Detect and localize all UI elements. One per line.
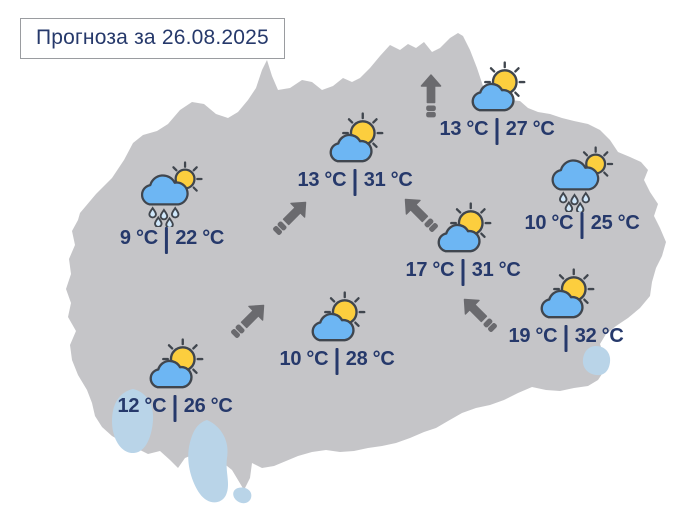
temp-high: 26 °C	[183, 395, 233, 417]
temp-high: 31 °C	[363, 169, 413, 191]
station-southwest: 12 °C 26 °C	[117, 338, 233, 422]
temp-divider	[173, 395, 177, 422]
temp-divider	[335, 348, 339, 375]
station-central-east: 17 °C 31 °C	[405, 202, 521, 286]
partly-cloudy-icon	[326, 112, 384, 165]
temp-divider	[580, 212, 584, 239]
station-south-central: 10 °C 28 °C	[279, 291, 395, 375]
temp-high: 28 °C	[345, 348, 395, 370]
temp-divider	[461, 259, 465, 286]
temp-low: 9 °C	[119, 227, 158, 249]
temperature-range: 13 °C 31 °C	[297, 167, 413, 196]
temp-divider	[564, 325, 568, 352]
temp-high: 22 °C	[175, 227, 225, 249]
partly-cloudy-icon	[468, 61, 526, 114]
temperature-range: 10 °C 28 °C	[279, 346, 395, 375]
temp-high: 25 °C	[590, 212, 640, 234]
partly-cloudy-icon	[146, 338, 204, 391]
temperature-range: 19 °C 32 °C	[508, 323, 624, 352]
lake-dojran	[582, 346, 611, 376]
temp-high: 32 °C	[574, 325, 624, 347]
forecast-title-box: Прогноза за 26.08.2025	[20, 18, 285, 59]
temperature-range: 12 °C 26 °C	[117, 393, 233, 422]
temperature-range: 10 °C 25 °C	[524, 210, 640, 239]
partly-cloudy-icon	[537, 268, 595, 321]
lake-ohrid	[112, 389, 154, 454]
temp-low: 12 °C	[117, 395, 167, 417]
temp-low: 10 °C	[279, 348, 329, 370]
rain-showers-sun-icon	[551, 146, 613, 212]
temp-divider	[353, 169, 357, 196]
station-north: 13 °C 27 °C	[439, 61, 555, 145]
rain-showers-sun-icon	[141, 161, 203, 227]
temp-low: 13 °C	[297, 169, 347, 191]
temp-divider	[495, 118, 499, 145]
temp-low: 17 °C	[405, 259, 455, 281]
temp-high: 27 °C	[505, 118, 555, 140]
country-outline	[66, 33, 666, 490]
temperature-range: 9 °C 22 °C	[119, 225, 225, 254]
forecast-title: Прогноза за 26.08.2025	[36, 26, 269, 49]
temperature-range: 13 °C 27 °C	[439, 116, 555, 145]
station-north-central: 13 °C 31 °C	[297, 112, 413, 196]
lake-small-south	[233, 487, 252, 504]
station-west: 9 °C 22 °C	[119, 161, 225, 254]
temp-low: 19 °C	[508, 325, 558, 347]
station-southeast: 19 °C 32 °C	[508, 268, 624, 352]
temp-high: 31 °C	[471, 259, 521, 281]
temp-divider	[164, 227, 169, 254]
temp-low: 13 °C	[439, 118, 489, 140]
temp-low: 10 °C	[524, 212, 574, 234]
station-northeast: 10 °C 25 °C	[524, 146, 640, 239]
partly-cloudy-icon	[308, 291, 366, 344]
partly-cloudy-icon	[434, 202, 492, 255]
lake-prespa	[188, 420, 229, 503]
temperature-range: 17 °C 31 °C	[405, 257, 521, 286]
